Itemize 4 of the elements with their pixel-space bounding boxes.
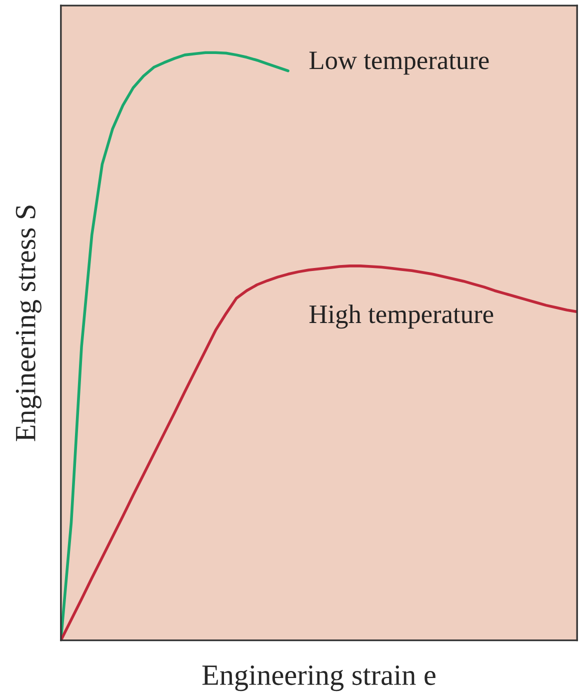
- series-label: High temperature: [309, 304, 494, 329]
- series-label: Low temperature: [309, 52, 489, 75]
- y-axis-title: Engineering stress S: [16, 206, 42, 442]
- x-axis-title: Engineering strain e: [202, 665, 436, 692]
